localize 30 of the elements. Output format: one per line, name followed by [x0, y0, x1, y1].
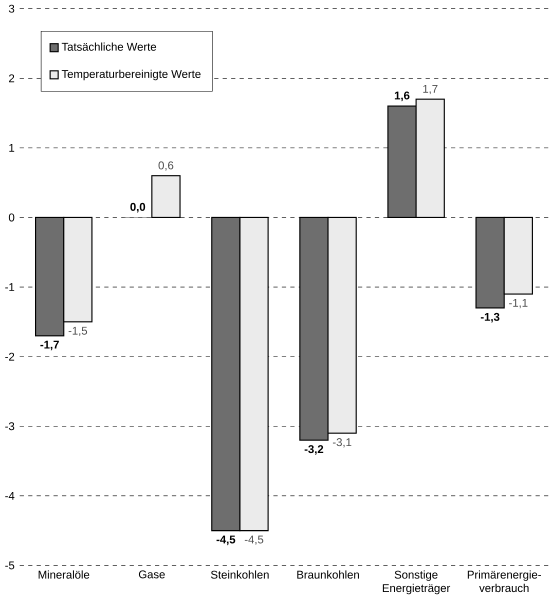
y-tick-label: 0	[9, 213, 14, 222]
y-tick-label: -2	[5, 352, 14, 361]
y-tick-label: -1	[5, 283, 14, 291]
data-label: -4,5	[216, 536, 236, 546]
x-tick-label: Primärenergie-verbrauch	[468, 570, 542, 592]
data-label: -3,1	[333, 438, 352, 448]
y-tick-label: 2	[9, 74, 14, 82]
bar	[151, 175, 181, 218]
x-tick-label: Sonstige Energieträger	[383, 570, 450, 594]
data-label: -1,7	[40, 340, 60, 350]
x-tick-label: Steinkohlen	[211, 570, 269, 579]
y-tick-label: -4	[5, 492, 15, 500]
data-label: -1,5	[68, 326, 88, 336]
x-tick-label: Mineralöle	[38, 570, 90, 579]
data-label: 0,6	[158, 161, 174, 171]
y-tick-label: 1	[10, 144, 14, 152]
y-tick-label: 3	[9, 4, 14, 13]
legend-label: Tatsächliche Werte	[62, 42, 156, 51]
x-tick-label: Braunkohlen	[297, 570, 360, 579]
y-tick-label: -5	[5, 561, 14, 570]
legend-label: Temperaturbereinigte Werte	[62, 70, 201, 80]
data-label: 1,6	[395, 92, 410, 102]
y-tick-label: -3	[5, 422, 14, 430]
data-label: -3,2	[304, 445, 324, 455]
data-label: -4,5	[245, 536, 264, 545]
data-label: -1,1	[509, 298, 528, 308]
x-tick-label: Gase	[139, 570, 166, 578]
data-label: 0,0	[130, 202, 146, 212]
data-label: -1,3	[481, 312, 500, 323]
data-label: 1,7	[423, 84, 438, 94]
